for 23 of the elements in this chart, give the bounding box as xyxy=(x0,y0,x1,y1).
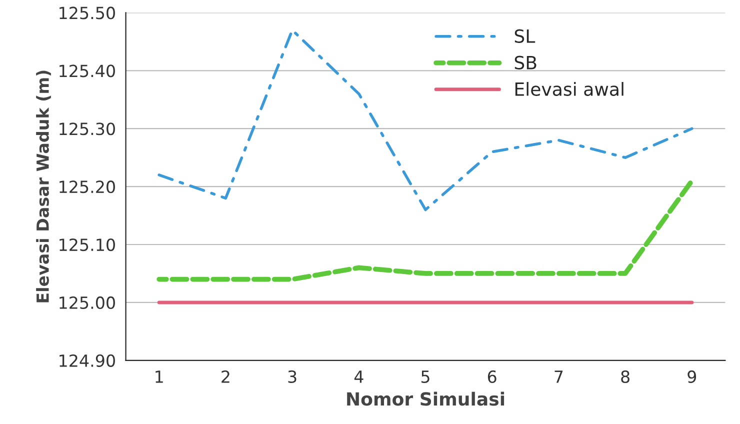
x-tick-label: 5 xyxy=(421,370,430,384)
x-tick-label: 7 xyxy=(554,370,563,383)
x-tick-label: 2 xyxy=(222,370,230,383)
legend-label: Elevasi awal xyxy=(515,82,624,96)
x-tick-label: 3 xyxy=(288,370,296,384)
line-series xyxy=(158,28,694,212)
legend-label: SB xyxy=(514,56,536,70)
y-tick-label: 125.00 xyxy=(60,296,115,310)
x-axis-title: Nomor Simulasi xyxy=(347,392,504,406)
y-tick-label: 124.90 xyxy=(60,354,115,367)
line-series xyxy=(156,178,694,282)
legend-label: SL xyxy=(514,29,536,43)
y-tick-label: 125.20 xyxy=(60,180,115,194)
x-tick-label: 8 xyxy=(621,370,630,384)
y-tick-label: 125.40 xyxy=(60,64,115,78)
x-tick-label: 1 xyxy=(156,370,163,383)
y-tick-label: 125.10 xyxy=(60,238,115,252)
x-tick-label: 9 xyxy=(688,370,696,384)
y-tick-label: 125.50 xyxy=(60,6,115,20)
y-tick-label: 125.30 xyxy=(60,122,115,136)
x-tick-label: 4 xyxy=(354,370,364,383)
y-axis-title: Elevasi Dasar Waduk (m) xyxy=(36,70,51,302)
x-tick-label: 6 xyxy=(488,370,496,384)
